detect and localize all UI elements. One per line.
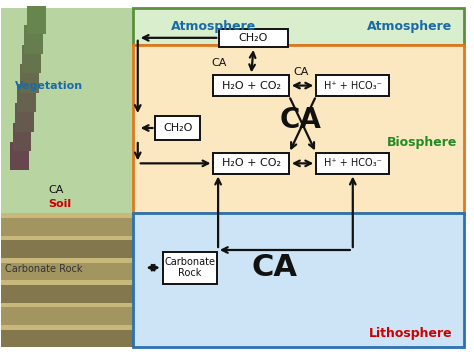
FancyBboxPatch shape: [0, 213, 133, 347]
FancyArrowPatch shape: [290, 98, 314, 148]
FancyBboxPatch shape: [15, 103, 34, 132]
FancyBboxPatch shape: [163, 252, 217, 284]
FancyBboxPatch shape: [12, 123, 31, 151]
FancyBboxPatch shape: [19, 64, 38, 93]
FancyBboxPatch shape: [133, 213, 464, 347]
FancyArrowPatch shape: [135, 143, 140, 158]
Text: H₂O + CO₂: H₂O + CO₂: [222, 158, 281, 168]
Text: CA: CA: [293, 67, 309, 77]
FancyBboxPatch shape: [24, 26, 43, 54]
FancyBboxPatch shape: [213, 153, 289, 174]
Text: CH₂O: CH₂O: [163, 123, 192, 133]
FancyBboxPatch shape: [0, 8, 133, 213]
Text: CA: CA: [49, 185, 64, 195]
FancyBboxPatch shape: [0, 240, 133, 258]
FancyBboxPatch shape: [0, 329, 133, 347]
FancyBboxPatch shape: [213, 75, 289, 96]
FancyArrowPatch shape: [294, 160, 311, 166]
Text: Lithosphere: Lithosphere: [368, 327, 452, 340]
FancyBboxPatch shape: [17, 84, 36, 112]
FancyArrowPatch shape: [140, 160, 208, 166]
Text: CH₂O: CH₂O: [239, 33, 268, 43]
FancyBboxPatch shape: [316, 153, 390, 174]
FancyBboxPatch shape: [0, 263, 133, 280]
FancyBboxPatch shape: [27, 6, 46, 34]
Text: Biosphere: Biosphere: [386, 136, 457, 149]
Text: Atmosphere: Atmosphere: [367, 20, 452, 33]
Text: Carbonate Rock: Carbonate Rock: [5, 264, 83, 274]
FancyBboxPatch shape: [133, 45, 464, 213]
FancyArrowPatch shape: [143, 35, 217, 40]
FancyArrowPatch shape: [215, 179, 221, 247]
Text: H₂O + CO₂: H₂O + CO₂: [222, 81, 281, 91]
FancyArrowPatch shape: [350, 179, 356, 247]
FancyBboxPatch shape: [0, 285, 133, 303]
FancyBboxPatch shape: [0, 307, 133, 325]
Text: Soil: Soil: [48, 199, 71, 209]
Text: CA: CA: [280, 106, 322, 134]
FancyBboxPatch shape: [133, 8, 464, 45]
FancyArrowPatch shape: [294, 83, 311, 88]
Text: CA: CA: [252, 253, 298, 282]
Text: H⁺ + HCO₃⁻: H⁺ + HCO₃⁻: [324, 81, 382, 91]
FancyArrowPatch shape: [135, 40, 140, 111]
Text: CA: CA: [212, 58, 227, 68]
FancyBboxPatch shape: [22, 45, 41, 73]
Text: Carbonate
Rock: Carbonate Rock: [164, 257, 215, 278]
FancyArrowPatch shape: [143, 125, 153, 131]
FancyArrowPatch shape: [222, 247, 350, 253]
FancyBboxPatch shape: [316, 75, 390, 96]
FancyBboxPatch shape: [219, 29, 288, 47]
FancyBboxPatch shape: [0, 218, 133, 236]
FancyArrowPatch shape: [291, 98, 315, 148]
FancyBboxPatch shape: [10, 142, 29, 170]
FancyArrowPatch shape: [249, 52, 255, 70]
FancyBboxPatch shape: [155, 116, 201, 140]
Text: Vegetation: Vegetation: [15, 81, 83, 91]
Text: H⁺ + HCO₃⁻: H⁺ + HCO₃⁻: [324, 158, 382, 168]
Text: Atmosphere: Atmosphere: [171, 20, 256, 33]
FancyArrowPatch shape: [149, 265, 157, 271]
